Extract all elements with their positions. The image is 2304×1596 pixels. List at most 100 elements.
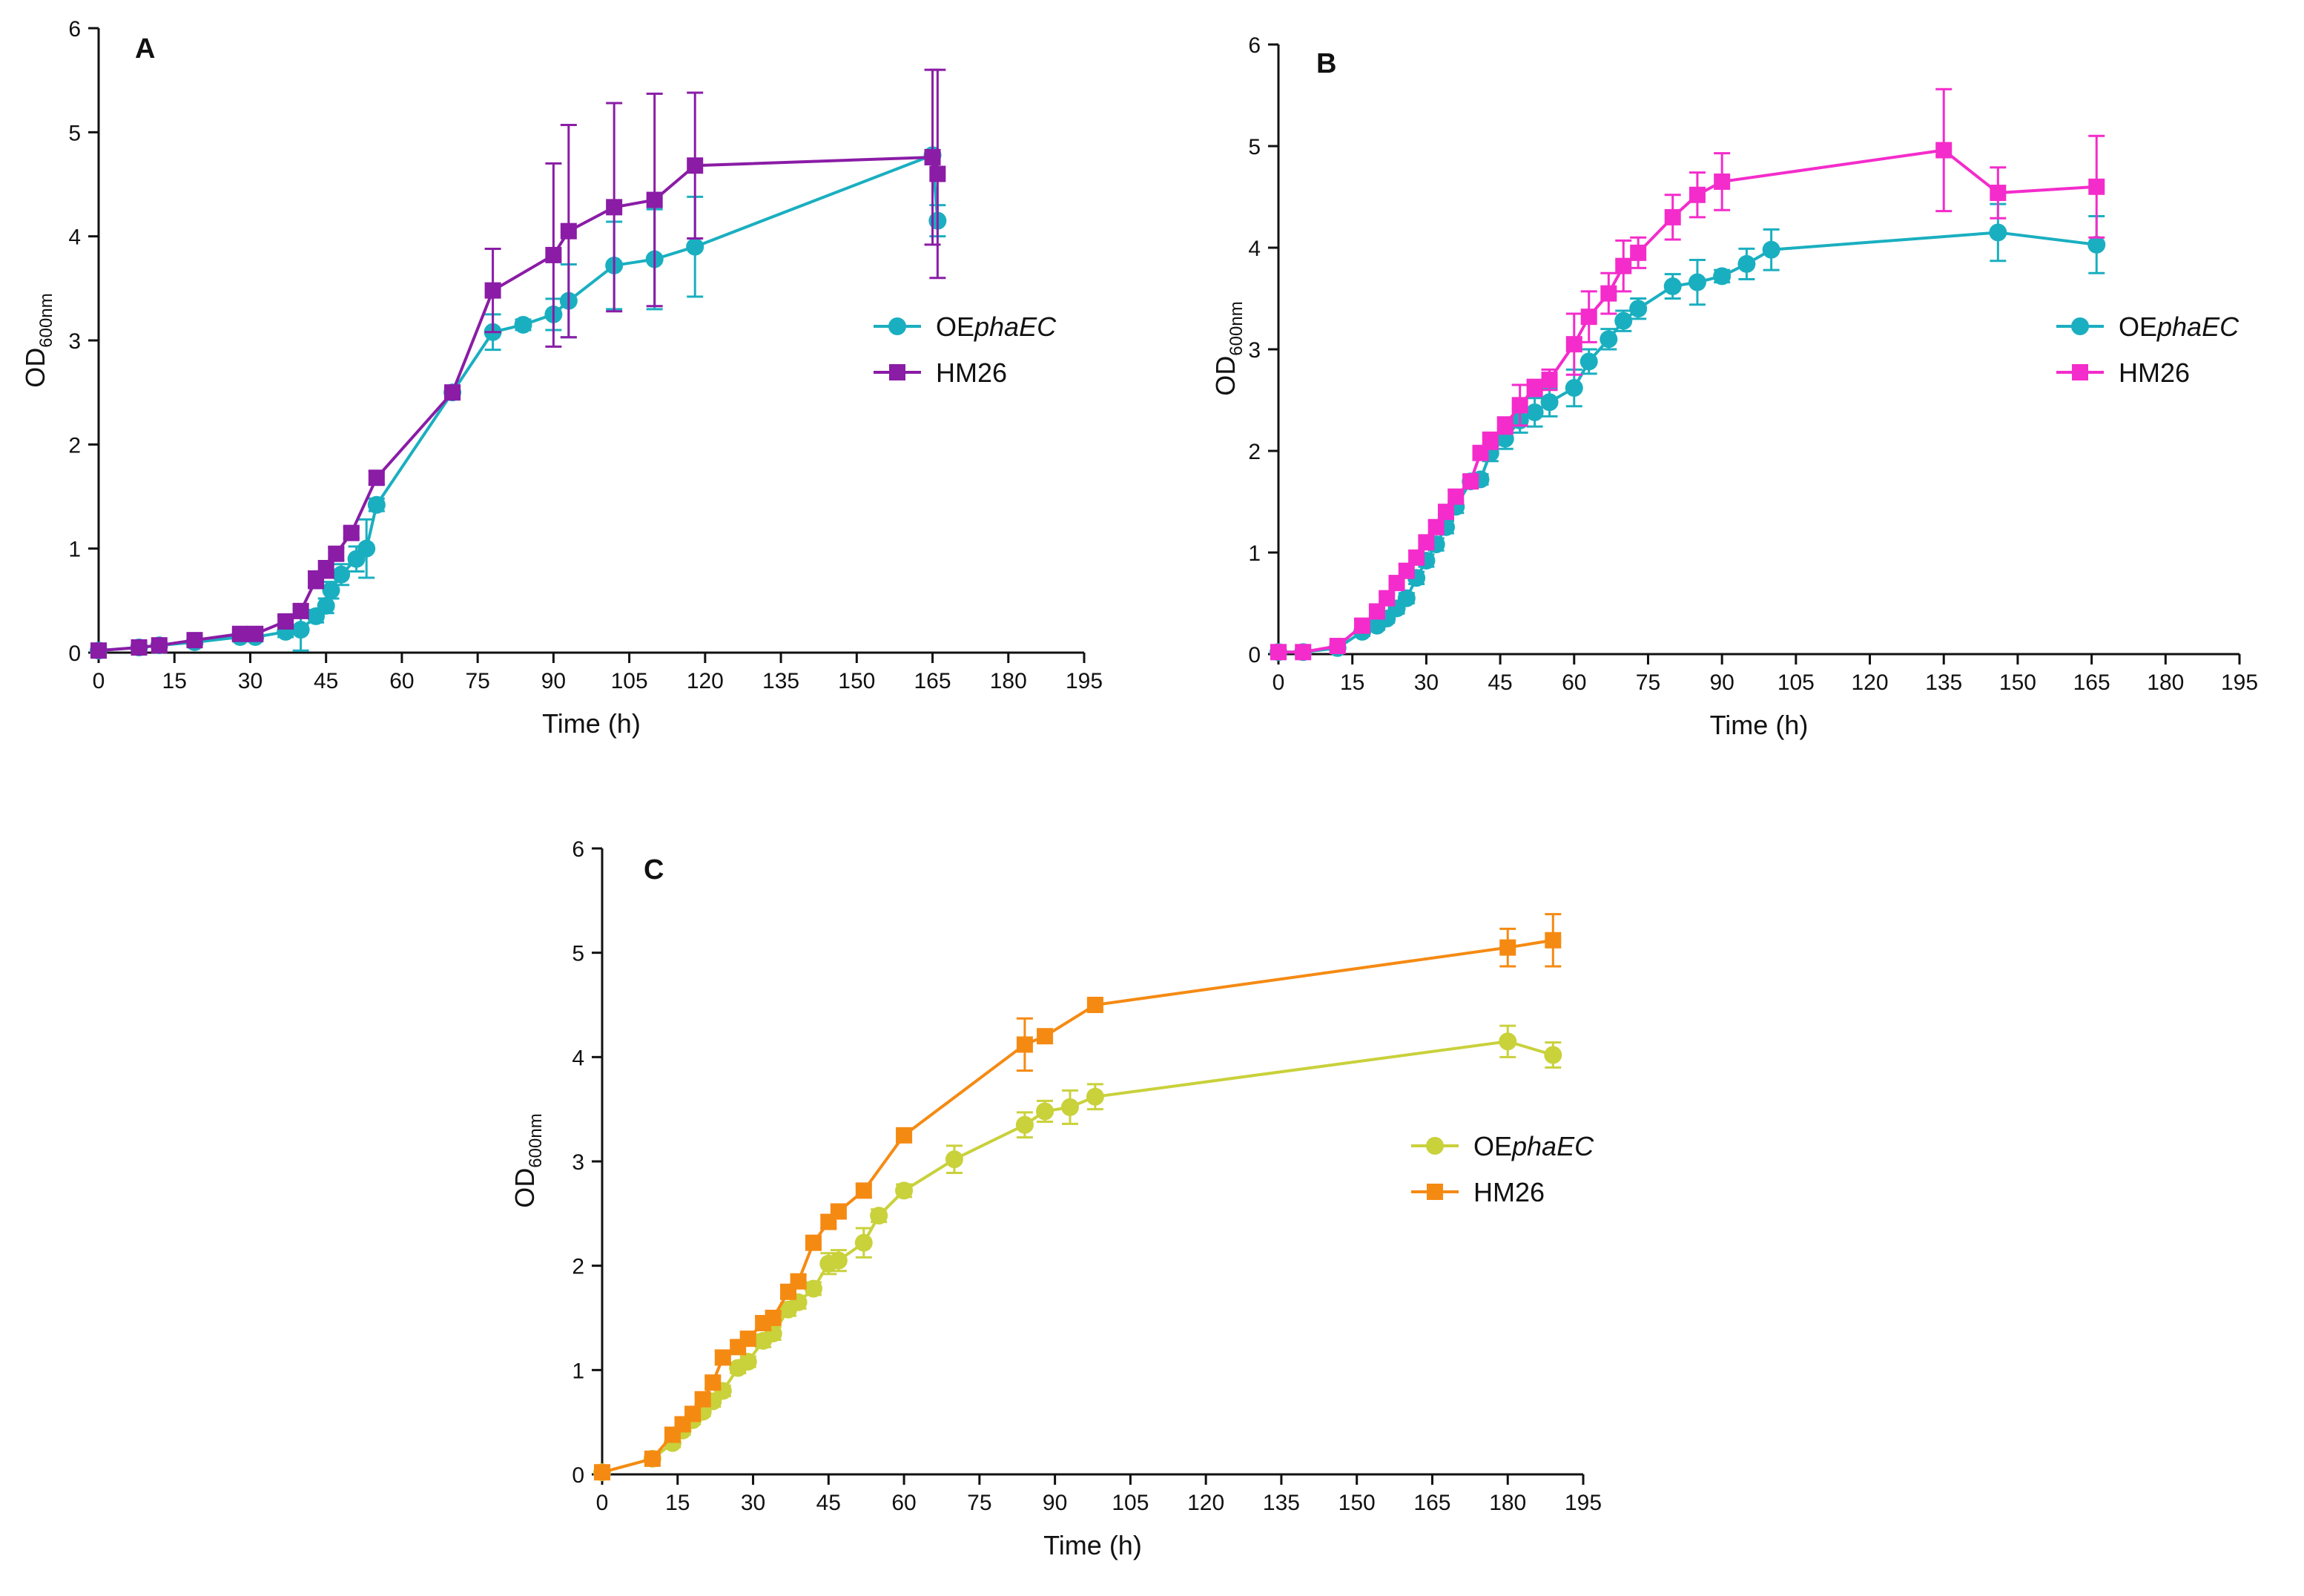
panel-letter: C	[644, 854, 664, 886]
x-tick-label: 75	[967, 1491, 991, 1515]
data-point	[247, 625, 264, 642]
y-axis-title-subscript: 600nm	[1227, 301, 1247, 355]
data-point	[805, 1234, 822, 1251]
data-point	[1379, 590, 1396, 607]
x-tick-label: 135	[762, 669, 799, 693]
data-point	[1499, 939, 1516, 956]
data-point	[1545, 931, 1562, 949]
x-tick-label: 150	[1339, 1491, 1376, 1515]
panel-letter: B	[1316, 48, 1336, 79]
x-tick-label: 180	[1489, 1491, 1526, 1515]
data-point	[1541, 372, 1558, 389]
x-tick-label: 75	[465, 669, 489, 693]
legend-entry-label: OEphaEC	[1473, 1131, 1594, 1161]
data-point	[291, 621, 310, 639]
x-tick-label: 195	[1066, 669, 1103, 693]
data-point	[2088, 178, 2105, 195]
x-tick-label: 60	[389, 669, 414, 693]
data-point	[1368, 603, 1385, 620]
y-tick-label: 4	[572, 1046, 584, 1070]
data-point	[896, 1127, 913, 1144]
x-tick-label: 165	[1413, 1491, 1450, 1515]
y-tick-label: 3	[1248, 338, 1261, 363]
data-point	[186, 632, 203, 649]
x-tick-label: 60	[891, 1491, 916, 1515]
legend-marker	[888, 317, 906, 335]
y-axis-title-main: OD	[20, 348, 50, 388]
y-tick-label: 5	[572, 942, 584, 966]
data-point	[1990, 185, 2007, 202]
data-point	[1482, 432, 1499, 449]
legend-entry-label: HM26	[1473, 1177, 1545, 1207]
data-point	[1629, 300, 1648, 318]
data-point	[367, 495, 386, 514]
data-point	[1614, 311, 1633, 330]
data-point	[560, 222, 577, 240]
data-point	[1353, 617, 1370, 634]
data-point	[765, 1310, 782, 1326]
data-point	[1935, 142, 1953, 159]
y-tick-label: 5	[68, 121, 81, 145]
x-tick-label: 105	[1112, 1491, 1149, 1515]
data-point	[945, 1150, 963, 1169]
legend-label-italic: phaEC	[974, 311, 1057, 342]
x-tick-label: 15	[1340, 670, 1364, 695]
data-point	[644, 1450, 661, 1467]
data-point	[328, 545, 345, 562]
y-tick-label: 4	[68, 225, 81, 250]
data-point	[2087, 235, 2106, 254]
series-line	[98, 155, 940, 653]
legend: OEphaEC HM26	[1411, 1131, 1594, 1207]
data-point	[1525, 403, 1544, 421]
data-point	[90, 642, 107, 659]
x-tick-label: 165	[914, 669, 951, 693]
data-point	[829, 1251, 848, 1270]
data-point	[514, 315, 532, 334]
legend-marker	[2072, 364, 2088, 380]
data-point	[1448, 488, 1465, 505]
data-point	[231, 625, 248, 642]
y-tick-label: 2	[1248, 440, 1261, 464]
data-point	[1499, 1032, 1517, 1051]
legend-label-italic: phaEC	[2156, 311, 2239, 342]
series-hm26	[594, 913, 1562, 1481]
x-tick-label: 150	[838, 669, 875, 693]
data-point	[1397, 589, 1416, 607]
legend-label-italic: phaEC	[1511, 1131, 1594, 1161]
y-tick-label: 4	[1248, 237, 1261, 261]
data-point	[895, 1181, 914, 1200]
data-point	[1544, 1046, 1562, 1064]
y-axis-title-subscript: 600nm	[36, 293, 56, 347]
x-tick-label: 120	[1852, 670, 1889, 695]
y-tick-label: 0	[1248, 643, 1261, 667]
y-tick-label: 2	[68, 433, 81, 458]
series-hm26	[1270, 88, 2105, 661]
data-point	[277, 613, 294, 630]
data-point	[704, 1374, 722, 1391]
x-tick-label: 195	[2221, 670, 2258, 695]
legend-entry-label: HM26	[936, 357, 1007, 388]
legend-marker	[889, 364, 905, 380]
y-tick-label: 1	[572, 1359, 584, 1383]
data-point	[1580, 309, 1597, 326]
data-point	[1630, 244, 1647, 261]
x-tick-label: 195	[1565, 1491, 1602, 1515]
data-point	[606, 199, 623, 216]
data-point	[332, 565, 351, 584]
x-tick-label: 0	[93, 669, 105, 693]
x-tick-label: 60	[1562, 670, 1586, 695]
x-tick-label: 105	[611, 669, 648, 693]
panel-c: 0 15 30 45 60 75 90 105 120 135 150 165 180 195012345…	[509, 837, 1602, 1560]
legend: OEphaEC HM26	[874, 311, 1057, 388]
data-point	[1037, 1028, 1054, 1045]
legend-label-prefix: OE	[936, 311, 974, 342]
data-point	[1437, 504, 1454, 521]
x-tick-label: 0	[1273, 670, 1285, 695]
data-point	[1086, 1087, 1104, 1106]
data-point	[855, 1182, 872, 1199]
y-tick-label: 6	[1248, 33, 1261, 58]
data-point	[694, 1391, 711, 1408]
x-tick-label: 15	[162, 669, 187, 693]
x-tick-label: 30	[741, 1491, 765, 1515]
x-tick-label: 120	[687, 669, 724, 693]
